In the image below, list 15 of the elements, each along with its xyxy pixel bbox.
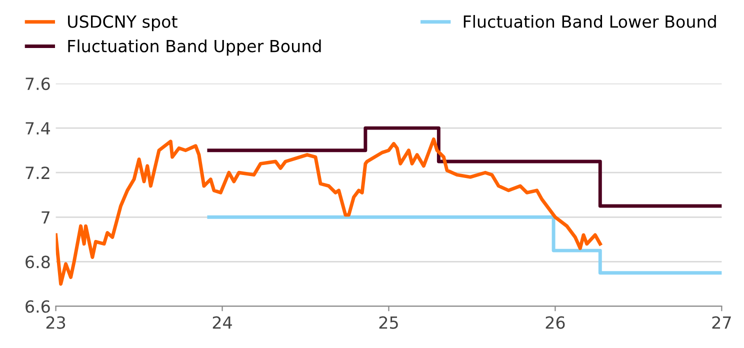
legend-label: USDCNY spot xyxy=(68,15,178,32)
legend-label: Fluctuation Band Upper Bound xyxy=(68,39,321,56)
x-tick-label: 26 xyxy=(546,316,565,329)
line-series xyxy=(56,137,602,286)
y-tick-label: 7.4 xyxy=(26,122,50,134)
x-tick-label: 27 xyxy=(712,316,731,329)
y-tick-label: 7.6 xyxy=(26,77,50,90)
y-tick-label: 6.6 xyxy=(26,300,50,313)
x-tick-label: 23 xyxy=(46,316,66,329)
y-tick-label: 7.2 xyxy=(26,166,50,179)
y-tick-label: 7 xyxy=(42,211,50,224)
y-tick-label: 6.8 xyxy=(26,256,50,268)
x-tick-label: 25 xyxy=(379,316,398,329)
x-tick-label: 24 xyxy=(212,316,232,329)
legend-label: Fluctuation Band Lower Bound xyxy=(464,15,716,28)
